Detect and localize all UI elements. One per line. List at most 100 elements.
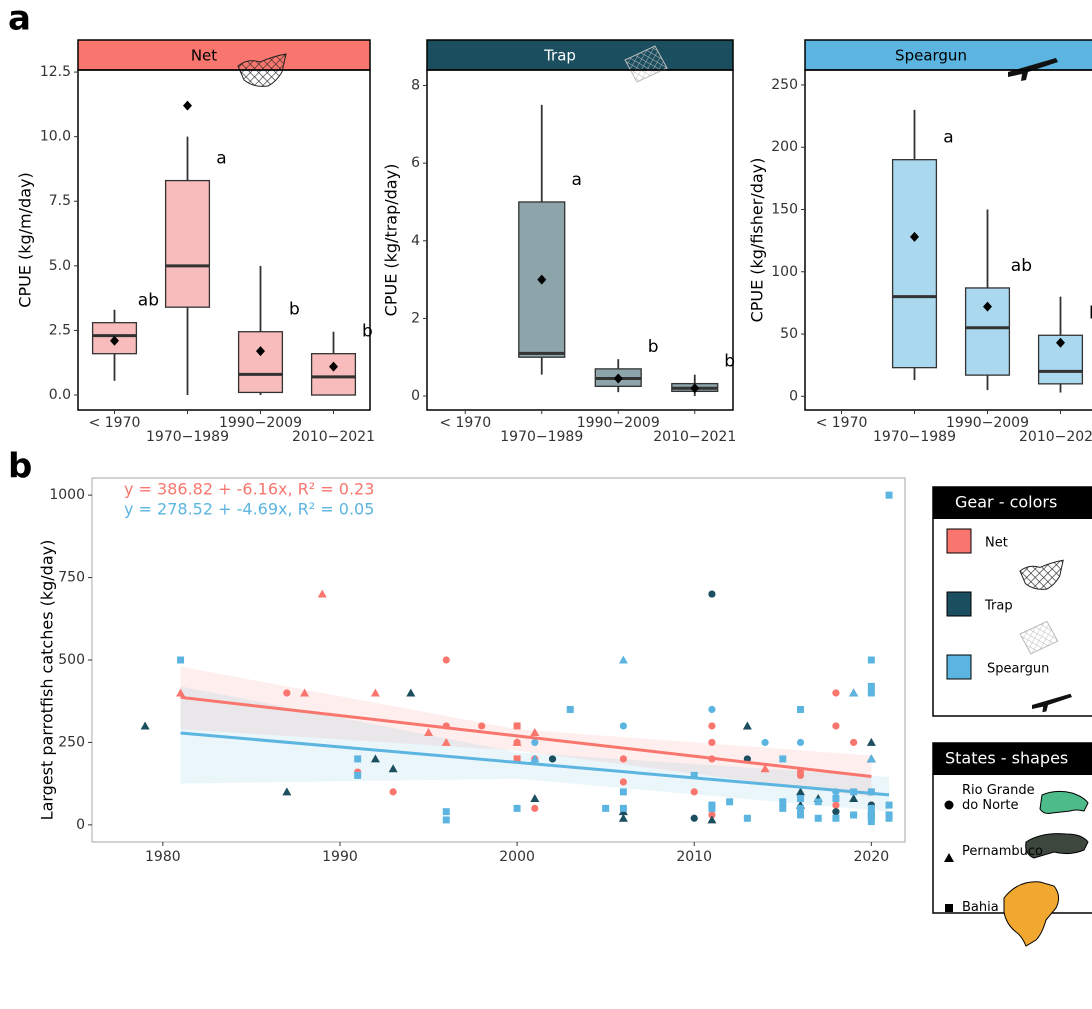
data-point <box>530 794 539 802</box>
y-tick-label: 150 <box>771 201 798 217</box>
y-tick-label: 0 <box>789 388 798 404</box>
significance-letter: a <box>571 170 581 190</box>
legend-label: Pernambuco <box>962 844 1044 859</box>
significance-letter: b <box>724 352 735 372</box>
data-point <box>832 689 839 696</box>
data-point <box>514 722 521 729</box>
x-tick-label: 1990 <box>322 849 358 865</box>
data-point <box>797 805 804 812</box>
mean-marker <box>183 101 192 111</box>
y-tick-label: 2 <box>411 310 420 326</box>
x-tick-label: < 1970 <box>89 415 141 431</box>
figure: Net0.02.55.07.510.012.5CPUE (kg/m/day)a<… <box>0 0 1092 1009</box>
strip <box>78 40 370 70</box>
data-point <box>691 815 698 822</box>
legend-label: Speargun <box>987 662 1049 677</box>
data-point <box>531 739 538 746</box>
legend-label: Trap <box>984 599 1013 614</box>
data-point <box>868 805 875 812</box>
data-point <box>406 688 415 696</box>
data-point <box>868 689 875 696</box>
data-point <box>886 815 893 822</box>
data-point <box>514 805 521 812</box>
box <box>166 181 210 308</box>
data-point <box>282 787 291 795</box>
x-tick-label: 1990−2009 <box>946 415 1029 431</box>
data-point <box>779 755 786 762</box>
x-tick-label: 1990−2009 <box>577 415 660 431</box>
box <box>239 332 283 393</box>
data-point <box>832 795 839 802</box>
significance-letter: b <box>289 300 300 320</box>
y-tick-label: 10.0 <box>40 129 71 145</box>
box <box>893 160 937 368</box>
plot-border <box>427 70 733 410</box>
data-point <box>708 590 715 597</box>
data-point <box>850 739 857 746</box>
y-tick-label: 1000 <box>49 487 85 503</box>
data-point <box>708 706 715 713</box>
data-point <box>832 808 839 815</box>
legend-shape <box>945 801 954 810</box>
data-point <box>797 795 804 802</box>
legend-label: Net <box>985 536 1008 551</box>
data-point <box>779 798 786 805</box>
legend-label: Rio Grande do Norte <box>962 783 1044 813</box>
data-point <box>832 801 839 808</box>
data-point <box>726 798 733 805</box>
y-tick-label: 8 <box>411 78 420 94</box>
data-point <box>371 688 380 696</box>
data-point <box>886 802 893 809</box>
x-tick-label: 1980 <box>145 849 181 865</box>
significance-letter: a <box>216 149 226 169</box>
y-axis-label: CPUE (kg/fisher/day) <box>748 158 767 323</box>
data-point <box>602 805 609 812</box>
strip <box>427 40 733 70</box>
x-tick-label: 2000 <box>499 849 535 865</box>
data-point <box>868 815 875 822</box>
x-tick-label: 1990−2009 <box>219 415 302 431</box>
y-axis-label: Largest parrotfish catches (kg/day) <box>38 540 57 821</box>
y-tick-label: 250 <box>771 77 798 93</box>
y-tick-label: 500 <box>58 652 85 668</box>
data-point <box>443 808 450 815</box>
data-point <box>620 778 627 785</box>
x-tick-label: 2010−2021 <box>653 429 736 445</box>
data-point <box>850 811 857 818</box>
y-tick-label: 0 <box>76 817 85 833</box>
y-tick-label: 7.5 <box>49 193 71 209</box>
x-tick-label: 2020 <box>854 849 890 865</box>
data-point <box>708 805 715 812</box>
legend-label-box: Pernambuco <box>962 844 1044 880</box>
data-point <box>761 739 768 746</box>
y-tick-label: 5.0 <box>49 258 71 274</box>
significance-letter: ab <box>138 291 159 311</box>
data-point <box>141 721 150 729</box>
data-point <box>318 590 327 598</box>
data-point <box>177 657 184 664</box>
data-point <box>708 739 715 746</box>
y-tick-label: 250 <box>58 734 85 750</box>
x-tick-label: < 1970 <box>439 415 491 431</box>
data-point <box>797 811 804 818</box>
x-tick-label: 1970−1989 <box>873 429 956 445</box>
data-point <box>620 805 627 812</box>
data-point <box>708 722 715 729</box>
legend-label-box: Bahia <box>962 900 1044 936</box>
data-point <box>779 805 786 812</box>
y-tick-label: 0 <box>411 388 420 404</box>
y-axis-label: CPUE (kg/trap/day) <box>382 164 401 317</box>
data-point <box>443 656 450 663</box>
regression-equation: y = 278.52 + -4.69x, R² = 0.05 <box>124 500 374 519</box>
data-point <box>886 492 893 499</box>
data-point <box>815 815 822 822</box>
data-point <box>832 815 839 822</box>
y-tick-label: 200 <box>771 139 798 155</box>
y-tick-label: 4 <box>411 233 420 249</box>
data-point <box>743 721 752 729</box>
legend-title: Gear - colors <box>955 493 1057 512</box>
y-tick-label: 750 <box>58 570 85 586</box>
box <box>966 288 1010 375</box>
data-point <box>815 798 822 805</box>
x-tick-label: 1970−1989 <box>500 429 583 445</box>
